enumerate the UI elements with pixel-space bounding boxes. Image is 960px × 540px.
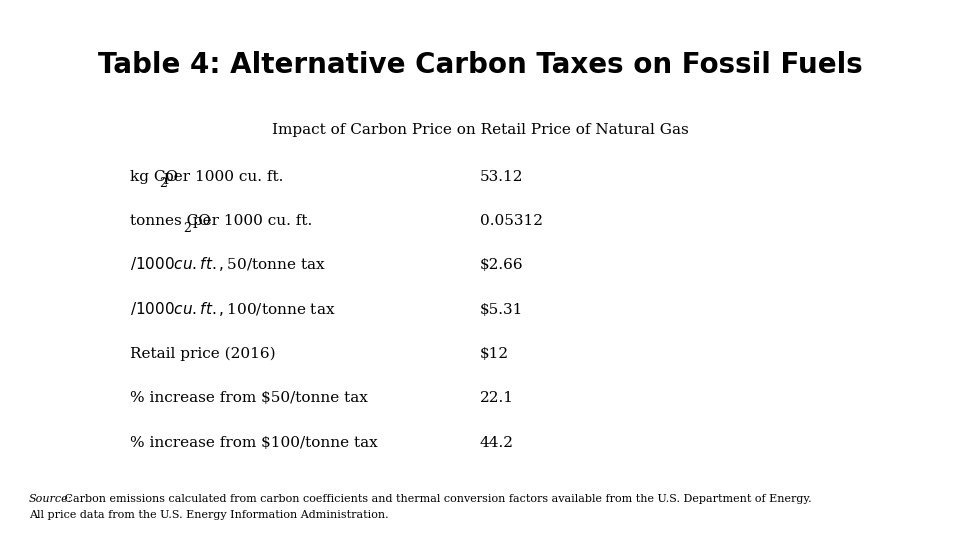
Text: % increase from $100/tonne tax: % increase from $100/tonne tax — [130, 436, 377, 450]
Text: kg CO: kg CO — [130, 170, 178, 184]
Text: % increase from $50/tonne tax: % increase from $50/tonne tax — [130, 392, 368, 406]
Text: $5.31: $5.31 — [480, 303, 523, 317]
Text: per 1000 cu. ft.: per 1000 cu. ft. — [188, 214, 312, 228]
Text: All price data from the U.S. Energy Information Administration.: All price data from the U.S. Energy Info… — [29, 510, 389, 521]
Text: $/1000 cu. ft., $50/tonne tax: $/1000 cu. ft., $50/tonne tax — [130, 255, 325, 273]
Text: Retail price (2016): Retail price (2016) — [130, 347, 276, 361]
Text: 0.05312: 0.05312 — [480, 214, 543, 228]
Text: 44.2: 44.2 — [480, 436, 514, 450]
Text: Source:: Source: — [29, 494, 72, 504]
Text: tonnes CO: tonnes CO — [130, 214, 210, 228]
Text: 2: 2 — [183, 221, 191, 235]
Text: Impact of Carbon Price on Retail Price of Natural Gas: Impact of Carbon Price on Retail Price o… — [272, 123, 688, 137]
Text: Table 4: Alternative Carbon Taxes on Fossil Fuels: Table 4: Alternative Carbon Taxes on Fos… — [98, 51, 862, 79]
Text: 53.12: 53.12 — [480, 170, 523, 184]
Text: 22.1: 22.1 — [480, 392, 514, 406]
Text: per 1000 cu. ft.: per 1000 cu. ft. — [164, 170, 283, 184]
Text: $2.66: $2.66 — [480, 259, 523, 273]
Text: Carbon emissions calculated from carbon coefficients and thermal conversion fact: Carbon emissions calculated from carbon … — [61, 494, 812, 504]
Text: 2: 2 — [159, 177, 167, 191]
Text: $/1000 cu. ft., $100/tonne tax: $/1000 cu. ft., $100/tonne tax — [130, 300, 335, 318]
Text: $12: $12 — [480, 347, 509, 361]
